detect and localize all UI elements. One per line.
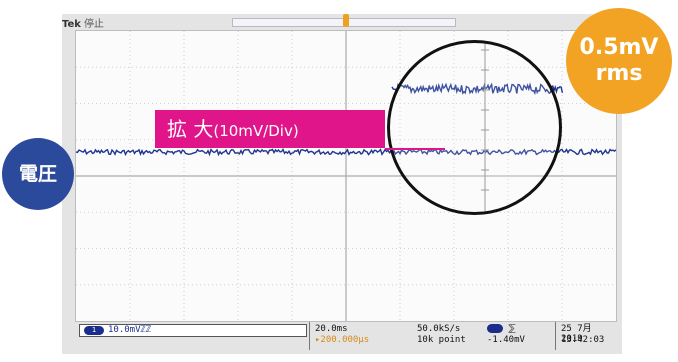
trigger-channel-icon xyxy=(487,324,503,333)
trigger-position: ▸200.000µs xyxy=(315,335,370,345)
zoom-label-scale: (10mV/Div) xyxy=(213,122,299,140)
zoom-magnifier-circle xyxy=(387,40,562,215)
scope-top-bar: Tek 停止 xyxy=(62,14,622,30)
timebase: 20.0ms xyxy=(315,324,348,334)
rms-value: 0.5mV xyxy=(579,35,659,60)
scope-status-bar: 1 10.0mVℤℤ 20.0ms ▸200.000µs 50.0kS/s 10k… xyxy=(75,322,615,352)
divider xyxy=(309,322,310,350)
trigger-slope-icon: ⅀ xyxy=(508,324,516,334)
record-length: 10k point xyxy=(417,335,466,345)
divider xyxy=(555,322,556,350)
run-state: 停止 xyxy=(83,19,104,30)
channel-badge: 1 xyxy=(84,326,104,335)
trigger-position-marker-icon xyxy=(343,14,349,27)
trigger-level: -1.40mV xyxy=(487,335,525,345)
channel-scale: 10.0mVℤℤ xyxy=(108,325,152,335)
date: 25 7月 2019 xyxy=(561,324,592,344)
trigger-source: ⅀ xyxy=(487,324,516,334)
zoom-label-main: 拡 大 xyxy=(167,117,214,141)
time: 13:42:03 xyxy=(561,335,605,345)
rms-noise-badge: 0.5mV rms xyxy=(566,8,672,114)
zoom-label: 拡 大(10mV/Div) xyxy=(155,110,385,148)
zoom-graticule xyxy=(481,43,489,212)
voltage-badge: 電圧 xyxy=(2,138,74,210)
sample-rate: 50.0kS/s xyxy=(417,324,461,334)
rms-unit: rms xyxy=(595,61,643,86)
zoom-pointer-line xyxy=(385,148,445,150)
channel-readout[interactable]: 1 10.0mVℤℤ xyxy=(79,324,307,337)
scope-brand: Tek 停止 xyxy=(62,19,104,30)
